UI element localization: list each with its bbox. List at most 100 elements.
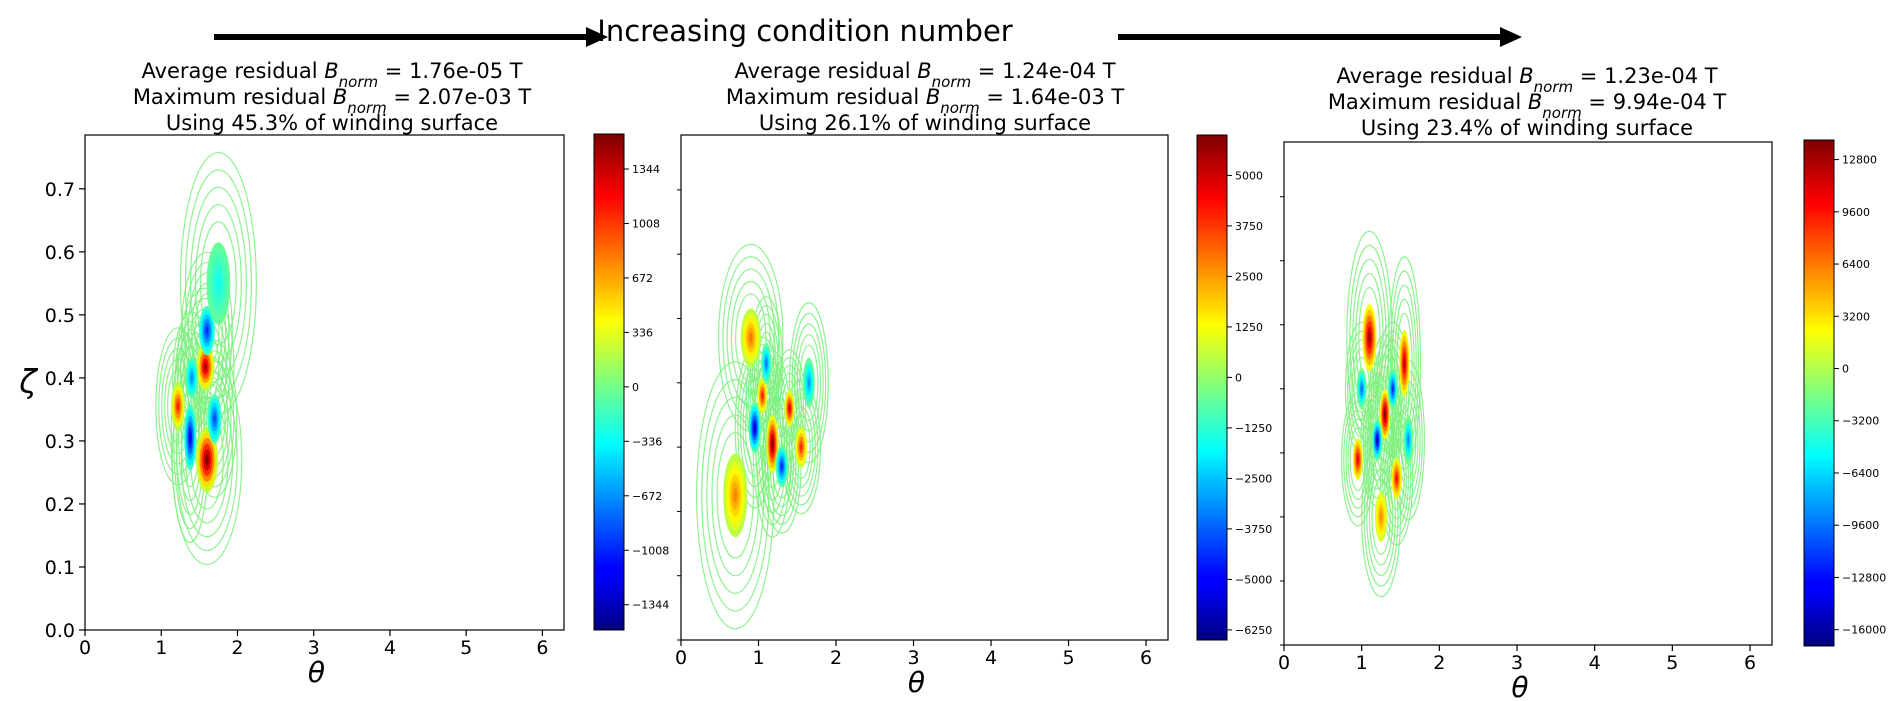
contour-blob-level [780, 462, 783, 470]
y-tick-label: 0.2 [45, 494, 75, 516]
title-symbol: B [1528, 90, 1542, 114]
colorbar-tick-label: 2500 [1235, 270, 1263, 283]
colorbar-tick-label: 1250 [1235, 321, 1263, 334]
title-subscript: norm [339, 73, 378, 91]
left-arrow-head [586, 27, 608, 47]
y-tick-label: 0.1 [45, 557, 75, 579]
x-tick-label: 3 [907, 647, 919, 669]
colorbar-tick-label: −12800 [1842, 571, 1886, 584]
plot-frame [84, 134, 565, 631]
colorbar [1196, 134, 1228, 641]
title-symbol: B [917, 59, 931, 83]
title-subscript: norm [940, 99, 979, 117]
y-tick-label: 0.7 [45, 179, 75, 201]
x-tick-label: 6 [1744, 652, 1756, 674]
colorbar-tick-label: 9600 [1842, 206, 1870, 219]
contour-line [1368, 468, 1394, 566]
y-axis-label: ζ [18, 363, 38, 401]
title-symbol: B [324, 59, 338, 83]
colorbar-tick-label: −336 [632, 435, 662, 448]
x-tick-label: 6 [536, 637, 548, 659]
contour-blob-level [765, 360, 768, 367]
title-subscript: norm [347, 99, 386, 117]
contour-line [1351, 348, 1372, 430]
title-line-3: Using 23.4% of winding surface [1361, 116, 1693, 140]
contour-blob-level [190, 374, 193, 382]
colorbar-tick-label: 0 [632, 381, 639, 394]
plot-frame [680, 134, 1169, 641]
y-tick-label: 0.3 [45, 431, 75, 453]
contour-line [791, 415, 811, 480]
title-symbol: B [1519, 64, 1533, 88]
x-tick-label: 5 [1666, 652, 1678, 674]
contour-blob-level [800, 443, 803, 451]
colorbar-tick-label: −672 [632, 490, 662, 503]
contour-line [799, 344, 819, 422]
colorbar-tick-label: 672 [632, 272, 653, 285]
contour-line [1345, 409, 1371, 509]
title-prefix: Average residual [141, 59, 324, 83]
contour-field [696, 243, 829, 630]
colorbar-tick-label: 1008 [632, 217, 660, 230]
contour-line [794, 323, 824, 443]
title-prefix: Using 26.1% of winding surface [759, 111, 1091, 135]
contour-line [194, 203, 242, 363]
title-line-2: Maximum residual Bnorm = 1.64e-03 T [726, 85, 1125, 117]
title-prefix: Maximum residual [1328, 90, 1528, 114]
contour-blob-level [1376, 436, 1379, 444]
x-tick-label: 0 [675, 647, 687, 669]
contour-blob-level [788, 405, 791, 412]
contour-blob-level [1407, 435, 1410, 445]
plot-frame [1283, 141, 1773, 646]
x-tick-label: 2 [231, 637, 243, 659]
contour-line [1349, 427, 1366, 492]
contour-blob-level [807, 378, 810, 387]
x-tick-label: 5 [460, 637, 472, 659]
title-line-2: Maximum residual Bnorm = 2.07e-03 T [133, 85, 532, 117]
x-axis-label: θ [908, 666, 925, 699]
contour-blob-level [1356, 455, 1359, 463]
title-line-3: Using 26.1% of winding surface [759, 111, 1091, 135]
colorbar [1803, 139, 1835, 647]
contour-line [701, 378, 770, 612]
colorbar-tick-label: 6400 [1842, 258, 1870, 271]
title-line-1: Average residual Bnorm = 1.76e-05 T [141, 59, 522, 91]
condition-header: Increasing condition number [214, 14, 1522, 48]
colorbar-tick-label: 12800 [1842, 154, 1877, 167]
contour-line [189, 186, 247, 381]
title-line-1: Average residual Bnorm = 1.23e-04 T [1336, 64, 1717, 96]
title-prefix: Using 23.4% of winding surface [1361, 116, 1693, 140]
contour-blob-level [189, 432, 192, 444]
contour-blob-level [1368, 332, 1371, 344]
title-subscript: norm [1534, 78, 1573, 96]
colorbar-tick-label: 5000 [1235, 169, 1263, 182]
contour-panel-2: Average residual Bnorm = 1.24e-04 TMaxim… [675, 59, 1272, 699]
contour-blob-level [203, 362, 207, 371]
contour-panel-1: Average residual Bnorm = 1.76e-05 TMaxim… [18, 59, 669, 689]
colorbar-tick-label: 1344 [632, 163, 660, 176]
title-prefix: Maximum residual [726, 85, 926, 109]
contour-line [726, 268, 775, 408]
contour-line [706, 396, 765, 594]
title-suffix: = 2.07e-03 T [387, 85, 532, 109]
contour-panel-3: Average residual Bnorm = 1.23e-04 TMaxim… [1278, 64, 1886, 701]
title-prefix: Maximum residual [133, 85, 333, 109]
colorbar-tick-label: −2500 [1235, 472, 1272, 485]
x-tick-label: 0 [79, 637, 91, 659]
contour-blob-level [733, 488, 738, 503]
colorbar-tick-label: −1008 [632, 544, 669, 557]
colorbar-tick-label: −3200 [1842, 415, 1879, 428]
x-tick-label: 1 [752, 647, 764, 669]
title-suffix: = 1.24e-04 T [971, 59, 1116, 83]
contour-line [788, 406, 814, 488]
contour-blob-level [753, 423, 756, 432]
right-arrow-head [1500, 27, 1522, 47]
x-tick-label: 1 [1356, 652, 1368, 674]
contour-blob-level [1384, 410, 1386, 419]
contour-blob-level [205, 326, 209, 335]
x-tick-label: 0 [1278, 652, 1290, 674]
contour-line [199, 221, 237, 346]
contour-field [155, 151, 257, 566]
colorbar-tick-label: 3200 [1842, 310, 1870, 323]
colorbar-tick-label: 0 [1842, 363, 1849, 376]
